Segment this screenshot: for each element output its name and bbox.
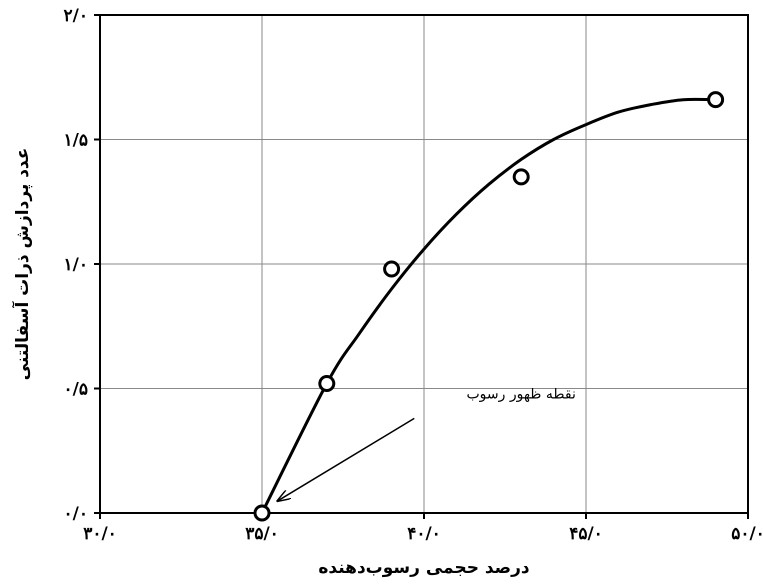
y-tick-label-1: ۰/۵	[64, 380, 88, 400]
x-tick-label-0: ۳۰/۰	[83, 524, 117, 544]
annotation-label: نقطه ظهور رسوب	[467, 386, 576, 402]
y-tick-label-0: ۰/۰	[64, 504, 88, 524]
y-axis-ticks: ۰/۰ ۰/۵ ۱/۰ ۱/۵ ۲/۰	[64, 6, 100, 524]
data-point-0	[253, 504, 271, 522]
y-tick-label-3: ۱/۵	[64, 131, 88, 151]
annotation: نقطه ظهور رسوب	[278, 386, 576, 500]
x-axis-ticks: ۳۰/۰ ۳۵/۰ ۴۰/۰ ۴۵/۰ ۵۰/۰	[83, 513, 763, 544]
x-tick-label-3: ۴۵/۰	[569, 524, 603, 544]
x-tick-label-4: ۵۰/۰	[731, 524, 763, 544]
data-points	[253, 91, 725, 522]
data-point-2	[383, 260, 401, 278]
y-axis-title: عدد پردازش ذرات آسفالتنی	[11, 148, 33, 381]
data-point-3	[512, 168, 530, 186]
x-axis-title: درصد حجمی رسوب‌دهنده	[318, 558, 530, 578]
x-tick-label-1: ۳۵/۰	[245, 524, 279, 544]
x-tick-label-2: ۴۰/۰	[407, 524, 441, 544]
data-point-4	[707, 91, 725, 109]
y-tick-label-2: ۱/۰	[64, 255, 88, 275]
trend-curve	[260, 97, 716, 514]
grid	[99, 14, 749, 514]
annotation-arrow	[278, 417, 415, 500]
y-tick-label-4: ۲/۰	[64, 6, 88, 26]
data-point-1	[318, 375, 336, 393]
